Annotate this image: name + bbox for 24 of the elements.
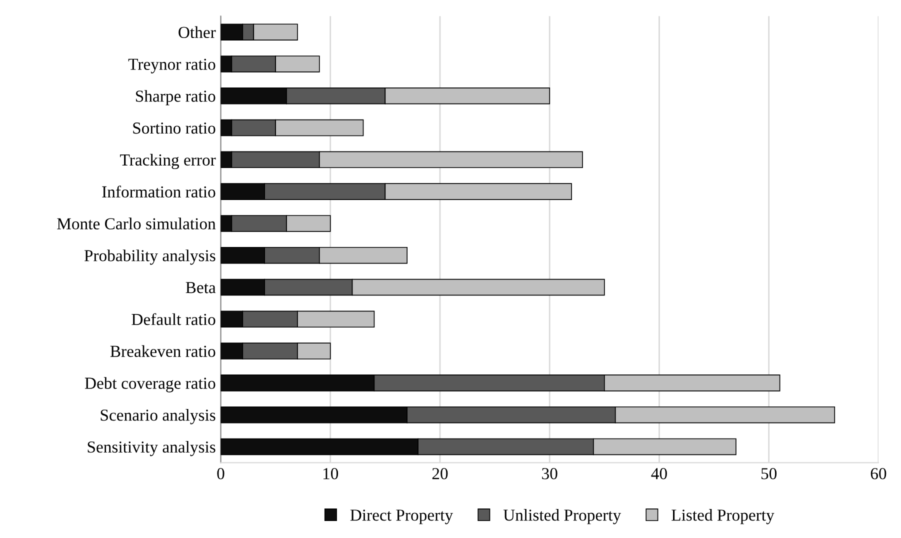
x-tick-label: 40 — [651, 468, 667, 480]
x-tick-label: 20 — [432, 468, 448, 480]
y-tick-label: Monte Carlo simulation — [57, 218, 216, 230]
y-tick-label: Breakeven ratio — [110, 345, 216, 357]
x-tick-label: 60 — [870, 468, 886, 480]
y-tick-label: Tracking error — [120, 154, 216, 170]
y-tick-label: Beta — [186, 282, 216, 294]
y-tick-label: Default ratio — [132, 313, 216, 326]
legend-label: Direct Property — [350, 510, 454, 524]
y-tick-label: Debt coverage ratio — [84, 377, 216, 392]
y-tick-label: Other — [178, 26, 216, 38]
y-tick-label: Treynor ratio — [128, 58, 216, 74]
y-tick-label: Information ratio — [102, 186, 216, 198]
legend-label: Unlisted Property — [503, 509, 622, 524]
x-tick-label: 30 — [542, 468, 558, 480]
x-tick-label: 0 — [217, 468, 224, 480]
y-tick-label: Scenario analysis — [100, 409, 216, 424]
y-tick-label: Sortino ratio — [133, 122, 216, 134]
x-tick-label: 10 — [324, 468, 338, 480]
x-tick-label: 50 — [761, 468, 777, 480]
legend-label: Listed Property — [672, 509, 774, 524]
y-tick-label: Sharpe ratio — [136, 90, 216, 106]
y-tick-label: Sensitivity analysis — [88, 440, 216, 456]
y-tick-label: Probability analysis — [84, 250, 216, 265]
